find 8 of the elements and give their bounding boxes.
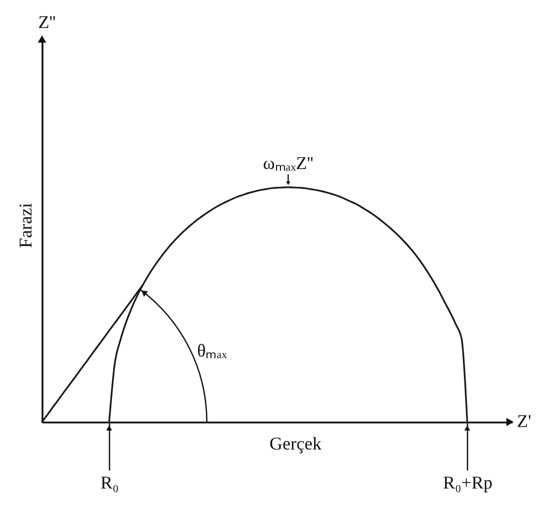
text: Z' [517, 411, 532, 431]
x-axis-title: Gerçek [270, 434, 322, 454]
text: ωₘₐₓZ'' [262, 153, 314, 174]
text: Z'' [38, 12, 56, 32]
x-tick-label: R₀ [100, 472, 119, 492]
y-axis-title: Farazi [16, 203, 36, 248]
annotation: θₘₐₓ [197, 340, 228, 361]
x-tick-label: R₀+Rp [443, 472, 492, 492]
